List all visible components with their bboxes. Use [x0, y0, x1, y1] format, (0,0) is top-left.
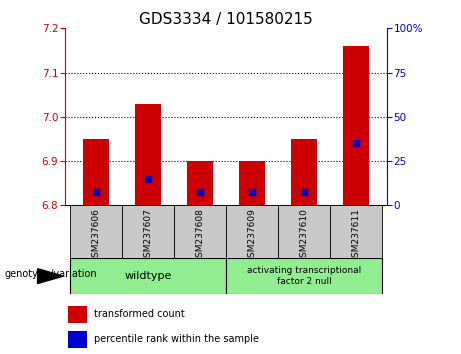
Bar	[330, 205, 382, 258]
Bar	[68, 331, 87, 348]
Text: percentile rank within the sample: percentile rank within the sample	[94, 334, 259, 344]
Text: wildtype: wildtype	[124, 271, 171, 281]
Bar	[226, 258, 382, 294]
Bar	[174, 205, 226, 258]
Bar	[278, 205, 330, 258]
Bar	[135, 104, 161, 205]
Bar	[83, 139, 109, 205]
Text: transformed count: transformed count	[94, 309, 185, 319]
Bar	[70, 205, 122, 258]
Text: genotype/variation: genotype/variation	[5, 269, 97, 279]
Bar	[343, 46, 369, 205]
Text: GSM237607: GSM237607	[143, 208, 152, 263]
Text: GSM237610: GSM237610	[300, 208, 308, 263]
Text: GSM237606: GSM237606	[91, 208, 100, 263]
Polygon shape	[38, 269, 63, 284]
Bar	[239, 161, 265, 205]
Bar	[122, 205, 174, 258]
Bar	[68, 306, 87, 323]
Text: GSM237609: GSM237609	[248, 208, 256, 263]
Bar	[291, 139, 317, 205]
Bar	[226, 205, 278, 258]
Text: GSM237608: GSM237608	[195, 208, 204, 263]
Title: GDS3334 / 101580215: GDS3334 / 101580215	[139, 12, 313, 27]
Bar	[70, 258, 226, 294]
Text: GSM237611: GSM237611	[351, 208, 361, 263]
Text: activating transcriptional
factor 2 null: activating transcriptional factor 2 null	[247, 267, 361, 286]
Bar	[187, 161, 213, 205]
